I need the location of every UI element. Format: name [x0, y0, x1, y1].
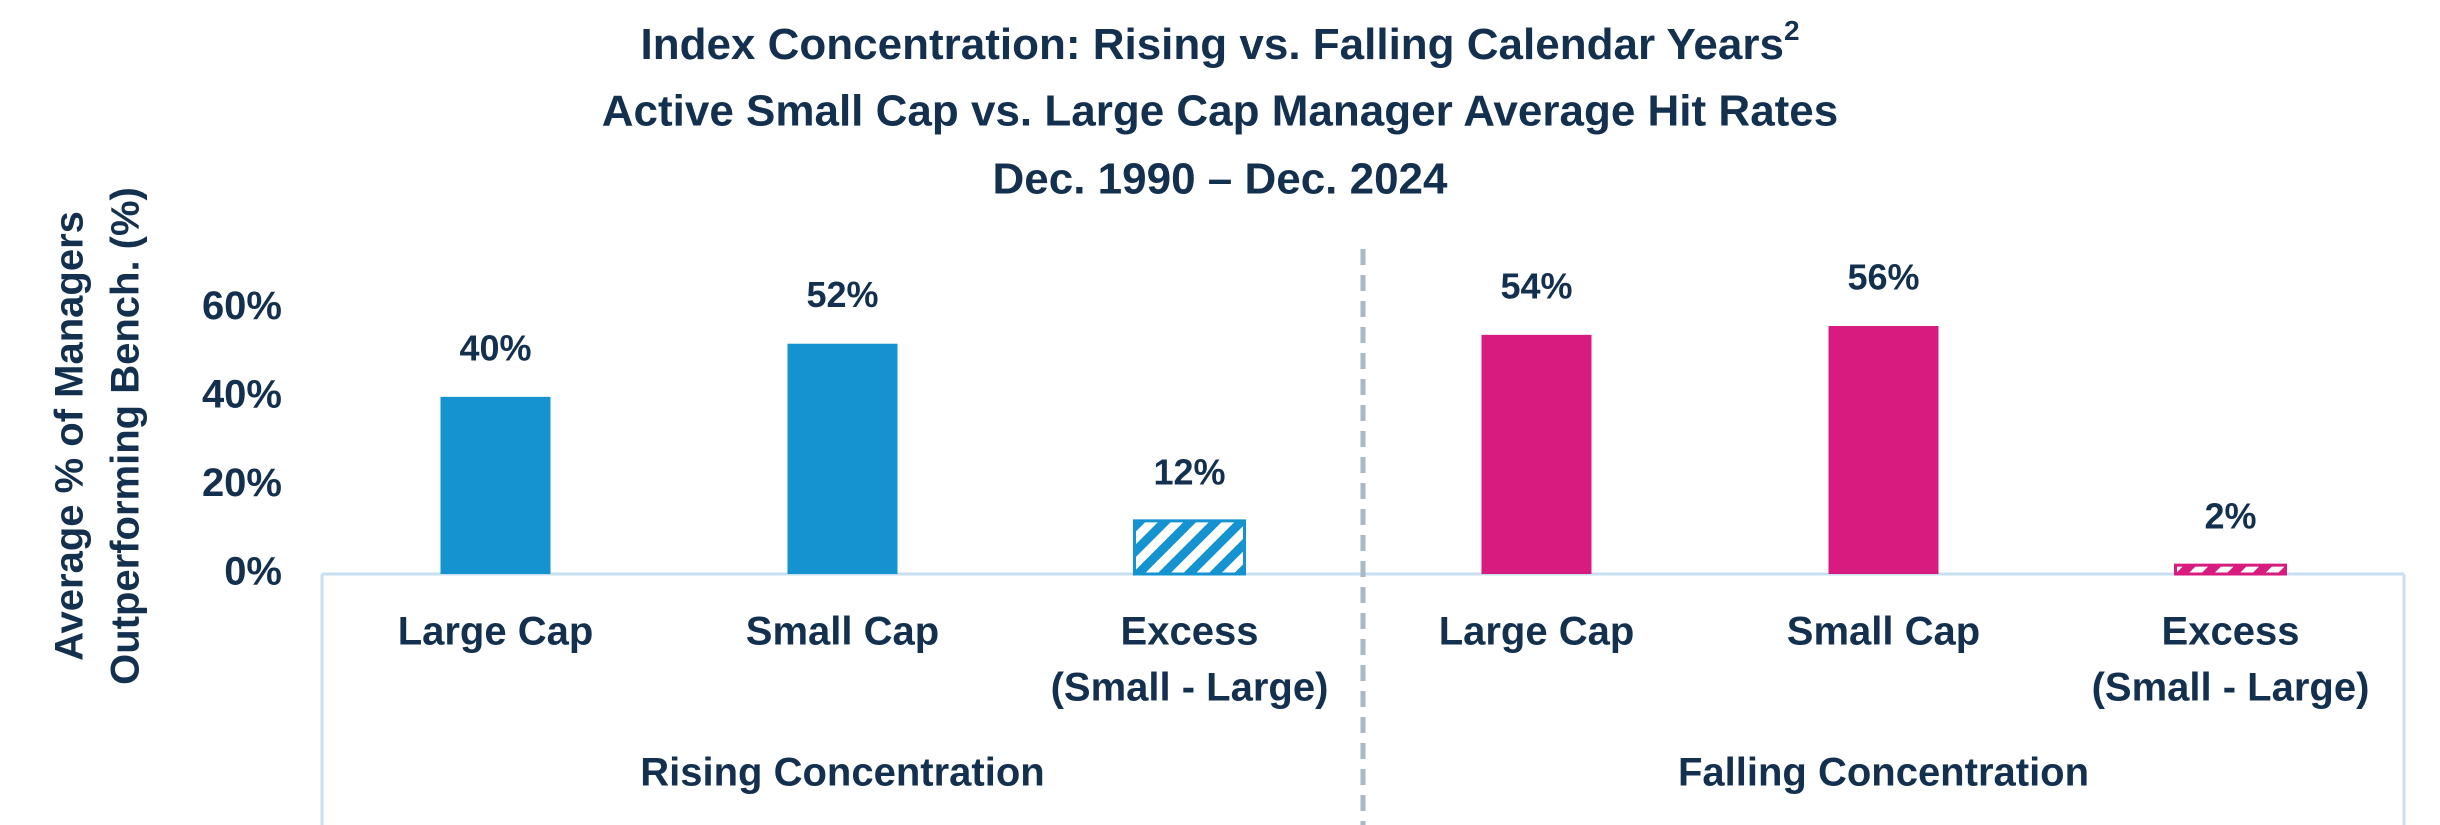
- bar: [440, 396, 551, 574]
- y-tick-label: 40%: [202, 372, 282, 416]
- data-label: 40%: [459, 327, 531, 368]
- y-axis-title-line: Average % of Managers: [48, 211, 92, 661]
- x-tick-label: Excess: [2162, 610, 2300, 654]
- y-axis-title: Average % of Managers Outperforming Benc…: [48, 187, 148, 685]
- title-superscript: 2: [1784, 15, 1800, 46]
- x-tick-label: Small Cap: [1787, 610, 1980, 654]
- chart-subtitle: Active Small Cap vs. Large Cap Manager A…: [602, 87, 1839, 136]
- data-label: 56%: [1847, 257, 1919, 298]
- title-line: Index Concentration: Rising vs. Falling …: [640, 20, 1783, 69]
- bar: [1481, 334, 1592, 574]
- x-tick-label: (Small - Large): [1051, 666, 1329, 710]
- bar: [1828, 326, 1939, 574]
- x-tick-label: Large Cap: [398, 610, 594, 654]
- chart-title: Index Concentration: Rising vs. Falling …: [640, 15, 1799, 68]
- x-tick-label: Excess: [1121, 610, 1259, 654]
- y-axis-title-line: Outperforming Bench. (%): [104, 187, 148, 685]
- x-tick-label: (Small - Large): [2092, 666, 2370, 710]
- bar: [1133, 519, 1246, 576]
- group-label: Falling Concentration: [1678, 751, 2089, 795]
- data-label: 12%: [1153, 451, 1225, 492]
- data-label: 54%: [1500, 265, 1572, 306]
- bar: [787, 343, 898, 574]
- bar: [2174, 563, 2287, 576]
- data-label: 52%: [806, 274, 878, 315]
- x-tick-label: Small Cap: [746, 610, 939, 654]
- x-tick-label: Large Cap: [1439, 610, 1635, 654]
- chart-subtitle: Dec. 1990 – Dec. 2024: [992, 155, 1448, 204]
- y-tick-label: 60%: [202, 284, 282, 328]
- y-tick-label: 0%: [224, 550, 282, 594]
- data-label: 2%: [2204, 496, 2256, 537]
- group-label: Rising Concentration: [640, 751, 1044, 795]
- y-tick-label: 20%: [202, 461, 282, 505]
